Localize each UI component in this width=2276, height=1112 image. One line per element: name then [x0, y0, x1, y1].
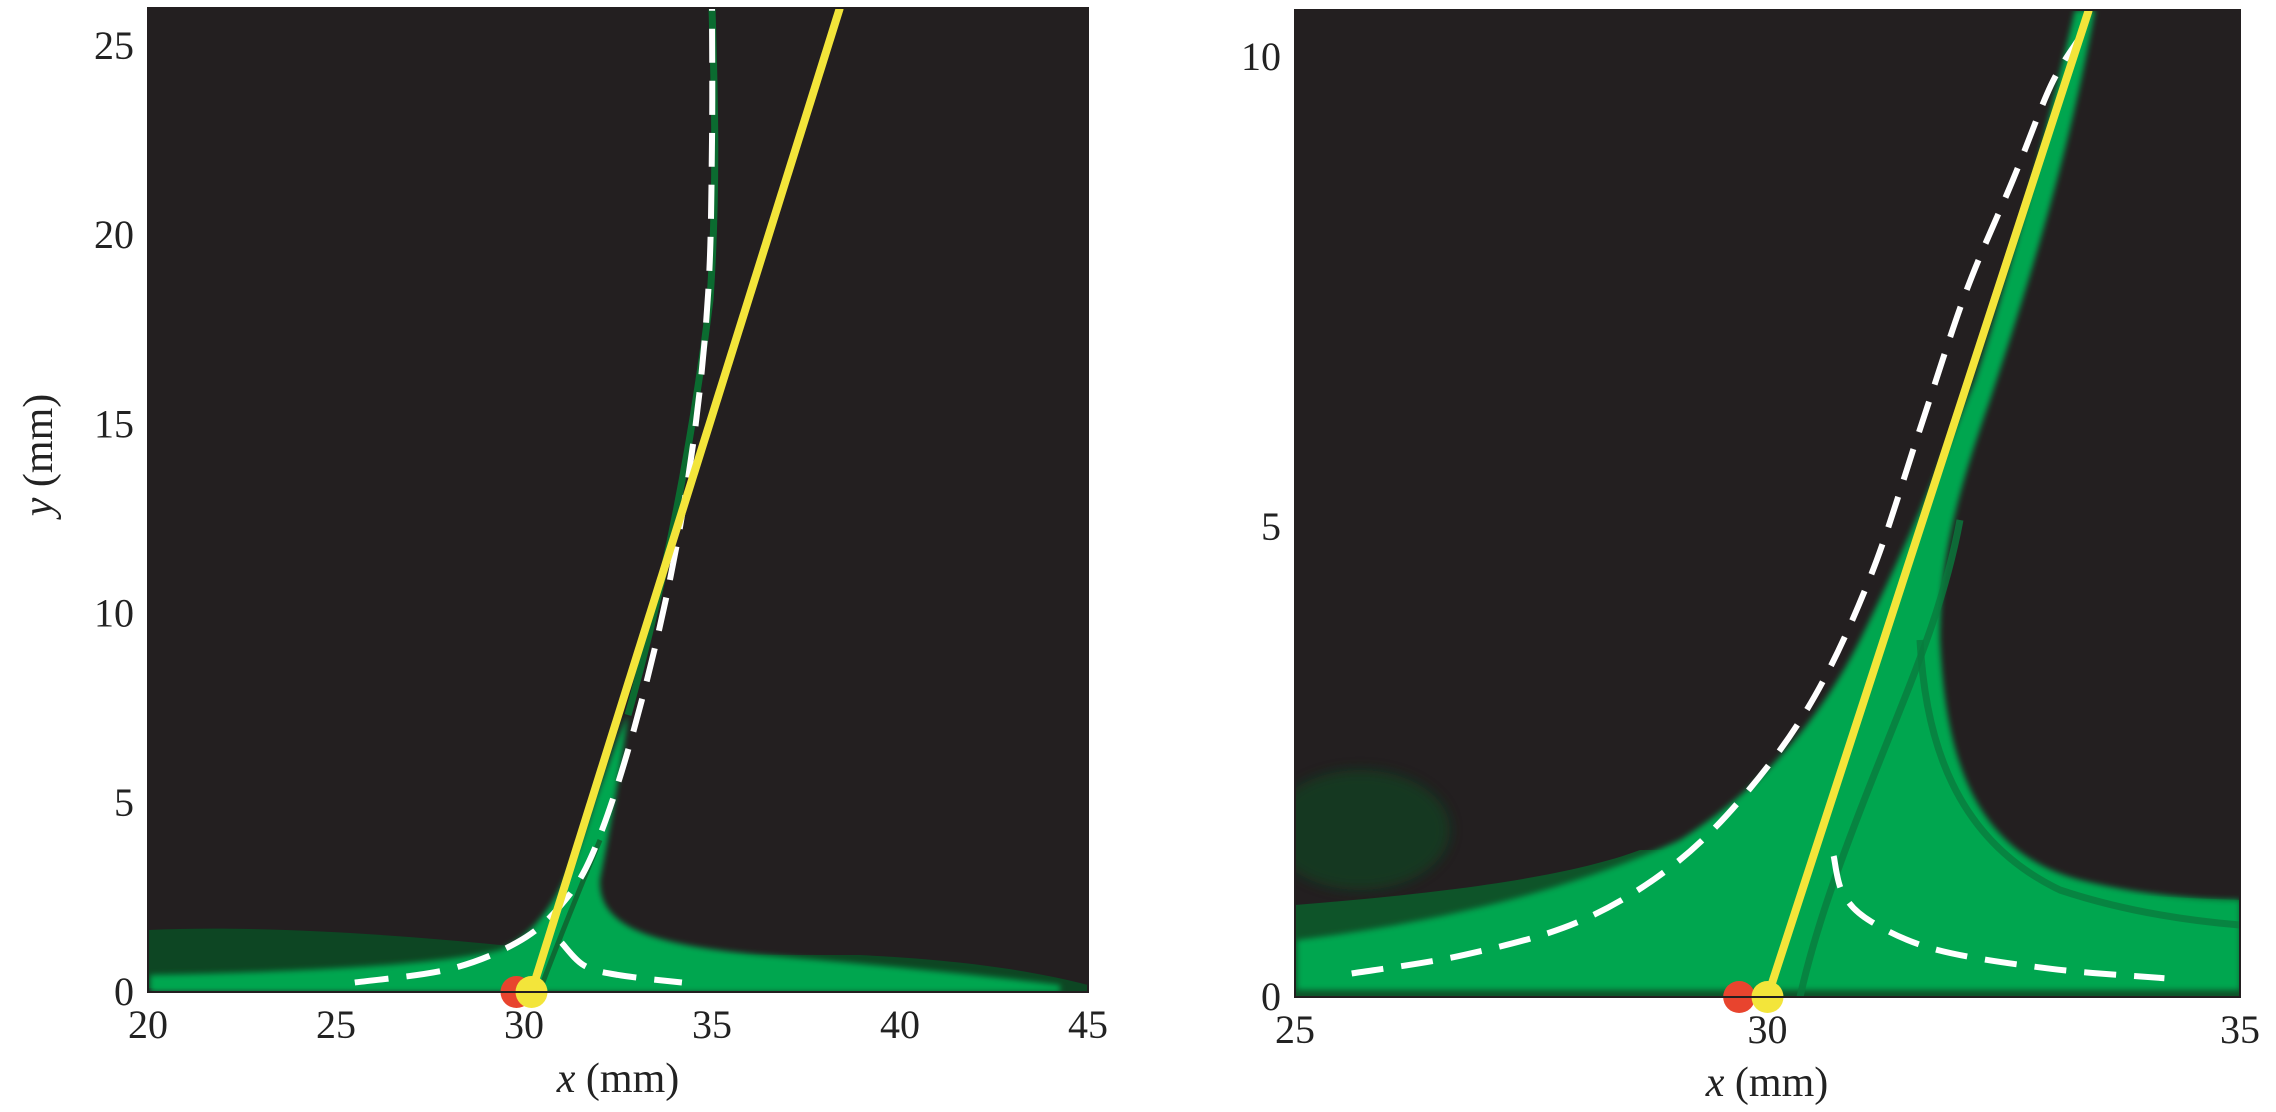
right-x-tick-labels: 25 30 35 [1275, 1007, 2260, 1052]
y-tick-label: 10 [1241, 34, 1281, 79]
left-plot-background [148, 8, 1088, 992]
y-tick-label: 20 [94, 212, 134, 257]
left-fit-line [527, 8, 844, 992]
left-model-curve-inner [559, 940, 683, 986]
left-y-tick-labels: 0 5 10 15 20 25 [94, 23, 134, 1014]
right-jet-inner-shadow-2 [1916, 639, 2240, 929]
y-tick-label: 5 [1261, 504, 1281, 549]
right-jet-body [1297, 10, 2240, 990]
left-x-axis-unit: (mm) [575, 1056, 679, 1102]
right-x-axis-unit: (mm) [1724, 1060, 1828, 1106]
right-model-curve-outer [1351, 36, 2082, 977]
left-x-axis-label: x (mm) [556, 1056, 679, 1102]
x-tick-label: 35 [692, 1002, 732, 1047]
left-y-axis-var: y [16, 497, 62, 520]
left-x-axis-var: x [556, 1056, 576, 1102]
y-tick-label: 15 [94, 401, 134, 446]
left-x-tick-labels: 20 25 30 35 40 45 [128, 1002, 1108, 1047]
x-tick-label: 35 [2220, 1007, 2260, 1052]
left-y-axis-label: y (mm) [16, 394, 62, 520]
x-tick-label: 40 [880, 1002, 920, 1047]
left-panel: 20 25 30 35 40 45 0 5 10 15 20 25 x (mm) y (mm) [16, 7, 1108, 1102]
right-y-tick-labels: 0 5 10 [1241, 34, 1281, 1019]
right-residue-blob [1295, 770, 1450, 890]
right-x-axis-var: x [1705, 1060, 1725, 1106]
y-tick-label: 0 [114, 969, 134, 1014]
y-tick-label: 5 [114, 780, 134, 825]
left-model-curve-outer [354, 8, 716, 986]
x-tick-label: 45 [1068, 1002, 1108, 1047]
right-fit-line [1763, 10, 2093, 997]
x-tick-label: 30 [1748, 1007, 1788, 1052]
y-tick-label: 25 [94, 23, 134, 68]
x-tick-label: 25 [1275, 1007, 1315, 1052]
x-tick-label: 20 [128, 1002, 168, 1047]
right-jet-inner-shadow-1 [1796, 519, 1964, 997]
left-jet-body [150, 715, 1060, 992]
left-plot-frame [147, 7, 1089, 993]
right-x-axis-label: x (mm) [1705, 1060, 1828, 1106]
y-tick-label: 0 [1261, 974, 1281, 1019]
left-y-axis-unit: (mm) [16, 394, 62, 498]
y-tick-label: 10 [94, 591, 134, 636]
right-plot-frame [1294, 9, 2241, 998]
right-panel: 25 30 35 0 5 10 x (mm) [1241, 9, 2260, 1106]
x-tick-label: 30 [504, 1002, 544, 1047]
x-tick-label: 25 [316, 1002, 356, 1047]
